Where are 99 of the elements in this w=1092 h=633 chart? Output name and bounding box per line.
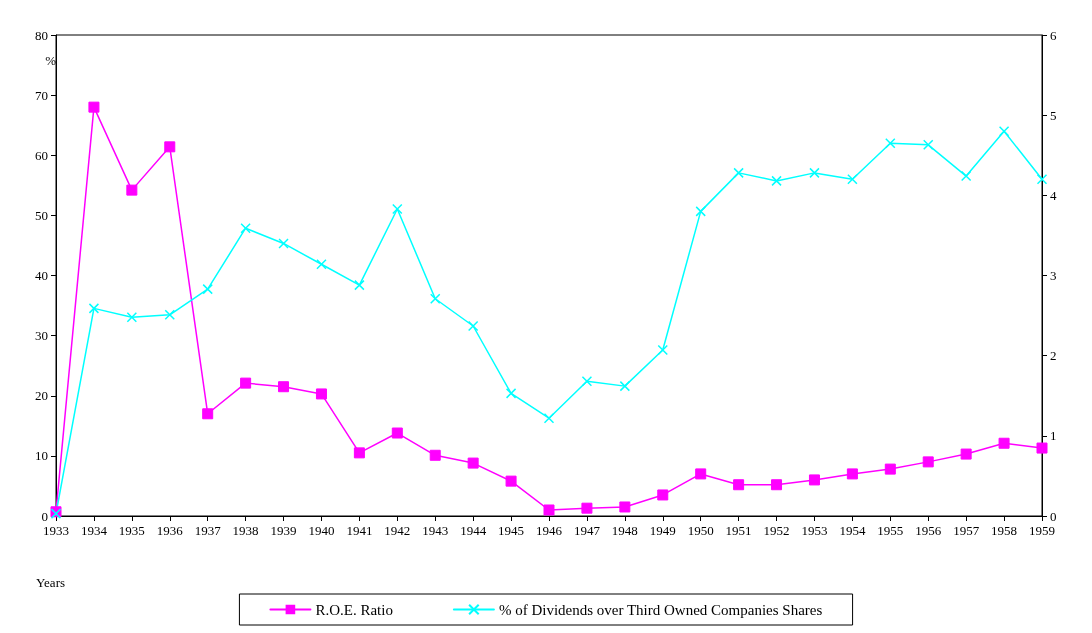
x-tick-label: 1944 xyxy=(460,523,487,538)
point xyxy=(960,170,972,182)
point xyxy=(467,457,479,469)
point xyxy=(1036,442,1048,454)
y2-tick-label: 4 xyxy=(1050,187,1057,203)
y2-tick-label: 6 xyxy=(1050,27,1057,43)
y-tick-label: 60 xyxy=(35,147,48,163)
point xyxy=(126,311,138,323)
point xyxy=(809,167,820,179)
x-tick-label: 1936 xyxy=(156,523,184,538)
point xyxy=(847,174,858,185)
y2-tick-label: 2 xyxy=(1050,348,1057,364)
point xyxy=(695,206,706,217)
point xyxy=(278,381,290,393)
x-tick-label: 1942 xyxy=(384,523,411,538)
point xyxy=(240,377,252,389)
x-tick-label: 1958 xyxy=(991,523,1018,538)
point xyxy=(278,238,289,249)
point xyxy=(164,309,176,321)
point xyxy=(733,479,745,491)
point xyxy=(354,279,365,291)
point xyxy=(771,175,782,187)
point xyxy=(922,456,934,468)
y-axis-title: % xyxy=(45,53,57,68)
legend-label: % of Dividends over Third Owned Companies Shares xyxy=(498,601,823,618)
point xyxy=(240,222,251,234)
x-tick-label: 1934 xyxy=(80,523,108,538)
point xyxy=(581,376,593,387)
point xyxy=(429,293,441,304)
y-tick-label: 40 xyxy=(35,268,48,283)
point xyxy=(884,463,896,475)
point xyxy=(695,468,707,480)
y2-tick-label: 3 xyxy=(1050,268,1057,283)
x-tick-label: 1953 xyxy=(801,523,828,538)
point xyxy=(885,137,896,149)
x-tick-label: 1937 xyxy=(194,523,222,538)
point xyxy=(505,388,517,399)
point xyxy=(733,167,744,179)
legend-label: R.O.E. Ratio xyxy=(315,601,393,618)
point xyxy=(998,125,1010,137)
x-tick-label: 1945 xyxy=(498,523,525,538)
point xyxy=(202,408,214,420)
point xyxy=(619,501,631,513)
x-tick-label: 1949 xyxy=(649,523,676,538)
point xyxy=(543,412,555,424)
y-tick-label: 10 xyxy=(35,448,48,464)
x-tick-label: 1951 xyxy=(725,523,752,538)
point xyxy=(619,380,631,392)
y-tick-label: 20 xyxy=(35,388,48,404)
x-tick-label: 1947 xyxy=(573,523,601,538)
point xyxy=(657,489,669,501)
x-tick-label: 1946 xyxy=(536,523,563,538)
point xyxy=(88,101,100,113)
x-tick-label: 1939 xyxy=(270,523,297,538)
x-tick-label: 1954 xyxy=(839,523,866,538)
point xyxy=(315,388,327,400)
x-tick-label: 1957 xyxy=(953,523,980,538)
point xyxy=(505,475,517,487)
y-tick-label: 70 xyxy=(35,87,48,103)
x-tick-label: 1933 xyxy=(43,523,69,538)
y-tick-label: 0 xyxy=(41,508,48,524)
x-tick-label: 1948 xyxy=(611,523,638,538)
x-tick-label: 1935 xyxy=(118,523,145,538)
x-tick-label: 1938 xyxy=(232,523,259,538)
point xyxy=(164,141,176,153)
y2-tick-label: 5 xyxy=(1050,107,1057,123)
x-tick-label: 1941 xyxy=(346,523,373,538)
point xyxy=(581,502,593,514)
x-tick-label: 1940 xyxy=(308,523,335,538)
point xyxy=(922,139,934,151)
point xyxy=(429,449,441,461)
point xyxy=(353,447,365,459)
y-tick-label: 30 xyxy=(35,328,48,344)
x-tick-label: 1950 xyxy=(687,523,714,538)
x-tick-label: 1956 xyxy=(915,523,942,538)
point xyxy=(960,448,972,460)
x-tick-label: 1943 xyxy=(422,523,449,538)
point xyxy=(202,283,213,295)
point xyxy=(316,259,327,270)
point xyxy=(543,504,555,516)
x-tick-label: 1955 xyxy=(877,523,904,538)
x-axis-title: Years xyxy=(36,575,66,590)
y2-tick-label: 0 xyxy=(1050,508,1057,524)
point xyxy=(88,303,100,314)
y-tick-label: 80 xyxy=(35,27,48,43)
point xyxy=(126,184,138,196)
x-tick-label: 1959 xyxy=(1029,523,1055,538)
point xyxy=(391,427,403,439)
point xyxy=(808,474,820,486)
point xyxy=(657,344,669,356)
point xyxy=(998,437,1010,449)
y-tick-label: 50 xyxy=(35,207,48,223)
point xyxy=(846,468,858,480)
x-tick-label: 1952 xyxy=(763,523,790,538)
y2-tick-label: 1 xyxy=(1050,428,1057,444)
point xyxy=(771,479,783,491)
point xyxy=(392,203,403,215)
point xyxy=(1036,174,1048,185)
point xyxy=(467,320,479,332)
